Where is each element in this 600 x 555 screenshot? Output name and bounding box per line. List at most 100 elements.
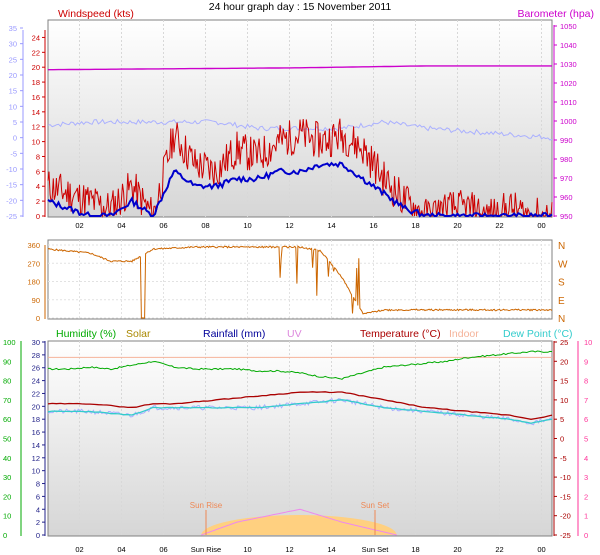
windspeed-tick-label: 6 — [36, 167, 40, 176]
x-tick-label: 12 — [285, 545, 293, 554]
rainfall-tick-label: 16 — [32, 428, 40, 437]
wind-panel — [47, 19, 553, 218]
far-left-tick-label: -20 — [6, 196, 17, 205]
direction-tick-label: 90 — [32, 296, 40, 305]
x-tick-label: 10 — [243, 221, 251, 230]
far-left-series-line — [47, 118, 553, 141]
humidity-legend: Humidity (%) — [56, 328, 116, 340]
direction-tick-label: 360 — [27, 241, 40, 250]
rainfall-tick-label: 6 — [36, 492, 40, 501]
uv-tick-label: 0 — [584, 531, 588, 540]
x-tick-label: 06 — [159, 545, 167, 554]
barometer-tick-label: 1050 — [560, 22, 577, 31]
rainfall-tick-label: 2 — [36, 518, 40, 527]
compass-label: W — [558, 259, 568, 270]
rainfall-tick-label: 28 — [32, 351, 40, 360]
compass-label: E — [558, 296, 565, 307]
uv-tick-label: 1 — [584, 512, 588, 521]
direction-tick-label: 0 — [36, 314, 40, 323]
windspeed-tick-label: 16 — [32, 93, 40, 102]
x-tick-label: 18 — [411, 545, 419, 554]
temperature-tick-label: 10 — [560, 396, 568, 405]
temperature-tick-label: 25 — [560, 338, 568, 347]
uv-tick-label: 7 — [584, 396, 588, 405]
rainfall-tick-label: 22 — [32, 389, 40, 398]
windspeed-tick-label: 20 — [32, 63, 40, 72]
far-left-tick-label: -5 — [10, 149, 17, 158]
indoor-legend: Indoor — [449, 328, 479, 340]
humidity-tick-label: 80 — [3, 377, 11, 386]
x-tick-label: 08 — [201, 221, 209, 230]
barometer-tick-label: 1030 — [560, 60, 577, 69]
barometer-tick-label: 990 — [560, 136, 573, 145]
humidity-tick-label: 70 — [3, 396, 11, 405]
barometer-tick-label: 960 — [560, 193, 573, 202]
far-left-tick-label: 25 — [9, 55, 17, 64]
compass-label: S — [558, 278, 565, 289]
windspeed-legend: Windspeed (kts) — [58, 8, 134, 20]
x-tick-label: 14 — [327, 545, 335, 554]
uv-tick-label: 6 — [584, 415, 588, 424]
x-tick-label: 00 — [537, 545, 545, 554]
windspeed-tick-label: 0 — [36, 212, 40, 221]
solar-sun-disc — [201, 515, 397, 535]
uv-tick-label: 10 — [584, 338, 592, 347]
uv-tick-label: 9 — [584, 357, 588, 366]
windspeed-tick-label: 8 — [36, 152, 40, 161]
far-left-tick-label: -15 — [6, 181, 17, 190]
dewpoint-legend: Dew Point (°C) — [503, 328, 573, 340]
windspeed-tick-label: 2 — [36, 197, 40, 206]
temperature-tick-label: -20 — [560, 512, 571, 521]
humidity-tick-label: 40 — [3, 454, 11, 463]
sun-set-axis-label: Sun Set — [362, 545, 390, 554]
rainfall-tick-label: 12 — [32, 454, 40, 463]
x-tick-label: 04 — [117, 221, 125, 230]
sun-rise-label: Sun Rise — [190, 501, 223, 510]
barometer-legend: Barometer (hpa) — [518, 8, 594, 20]
rainfall-tick-label: 0 — [36, 531, 40, 540]
wind-direction-line — [47, 245, 553, 319]
humidity-tick-label: 50 — [3, 435, 11, 444]
sun-rise-axis-label: Sun Rise — [191, 545, 221, 554]
x-tick-label: 22 — [495, 545, 503, 554]
direction-panel — [47, 239, 553, 320]
far-left-tick-label: 30 — [9, 40, 17, 49]
uv-tick-label: 3 — [584, 473, 588, 482]
uv-tick-label: 5 — [584, 435, 588, 444]
rainfall-tick-label: 30 — [32, 338, 40, 347]
far-left-tick-label: -10 — [6, 165, 17, 174]
windspeed-tick-label: 22 — [32, 48, 40, 57]
graph-title: 24 hour graph day : 15 November 2011 — [209, 1, 392, 13]
barometer-tick-label: 1010 — [560, 98, 577, 107]
windspeed-tick-label: 18 — [32, 78, 40, 87]
barometer-tick-label: 950 — [560, 212, 573, 221]
rainfall-tick-label: 20 — [32, 402, 40, 411]
humidity-tick-label: 20 — [3, 492, 11, 501]
far-left-tick-label: -25 — [6, 212, 17, 221]
uv-tick-label: 4 — [584, 454, 588, 463]
barometer-tick-label: 1040 — [560, 41, 577, 50]
temperature-tick-label: 5 — [560, 415, 564, 424]
temperature-legend: Temperature (°C) — [360, 328, 441, 340]
barometer-tick-label: 1000 — [560, 117, 577, 126]
temperature-tick-label: 15 — [560, 377, 568, 386]
temperature-tick-label: 0 — [560, 435, 564, 444]
solar-legend: Solar — [126, 328, 151, 340]
compass-label: N — [558, 314, 565, 325]
far-left-tick-label: 5 — [13, 118, 17, 127]
temperature-tick-label: -5 — [560, 454, 567, 463]
x-tick-label: 14 — [327, 221, 335, 230]
barometer-tick-label: 970 — [560, 174, 573, 183]
temperature-panel — [47, 340, 553, 537]
temperature-tick-label: -10 — [560, 473, 571, 482]
rainfall-tick-label: 26 — [32, 364, 40, 373]
far-left-tick-label: 15 — [9, 87, 17, 96]
humidity-tick-label: 10 — [3, 512, 11, 521]
x-tick-label: 18 — [411, 221, 419, 230]
rainfall-tick-label: 14 — [32, 441, 40, 450]
x-tick-label: 20 — [453, 221, 461, 230]
x-tick-label: 02 — [75, 221, 83, 230]
x-tick-label: 20 — [453, 545, 461, 554]
humidity-tick-label: 100 — [3, 338, 16, 347]
